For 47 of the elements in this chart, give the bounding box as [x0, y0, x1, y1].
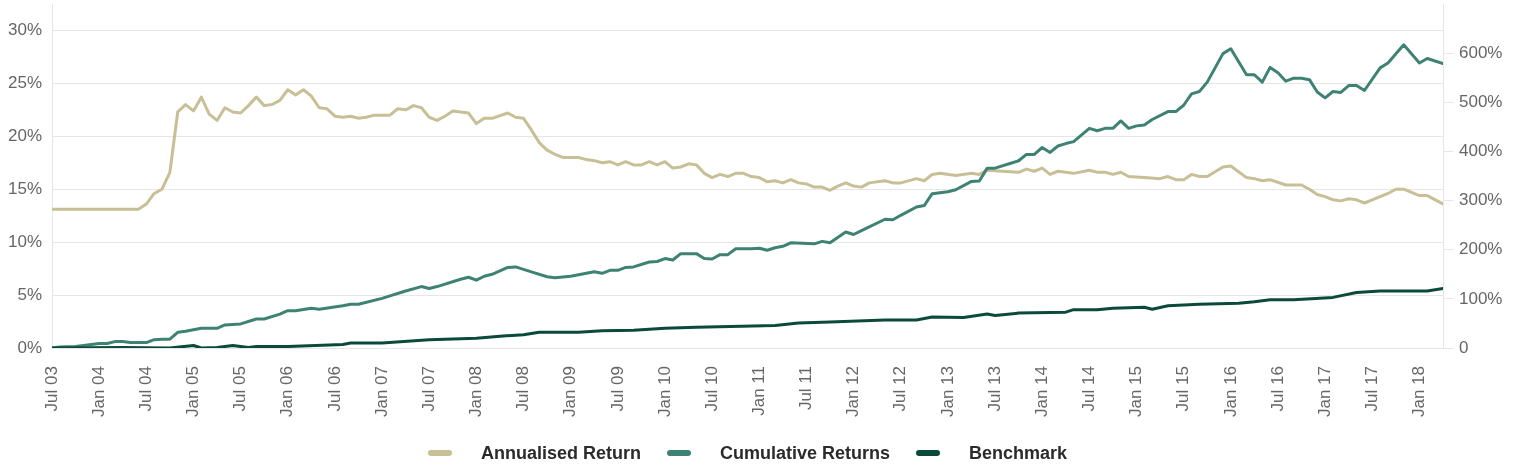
x-tick-label: Jan 08 [466, 366, 486, 418]
x-tick-label: Jul 05 [230, 366, 250, 412]
x-tick-label: Jul 09 [607, 366, 627, 412]
x-tick-label: Jul 08 [513, 366, 533, 412]
legend-label: Annualised Return [480, 442, 641, 464]
x-tick-label: Jan 10 [654, 366, 674, 418]
y-tick-label: 15% [7, 178, 42, 198]
y-tick-label: 0% [17, 337, 42, 357]
x-tick-label: Jan 15 [1126, 366, 1146, 418]
y2-tick-label: 300% [1459, 190, 1503, 210]
y2-tick-label: 0 [1459, 337, 1469, 357]
x-tick-label: Jul 17 [1361, 366, 1381, 412]
legend-label: Benchmark [969, 442, 1068, 464]
y2-tick-label: 600% [1459, 42, 1503, 62]
x-tick-label: Jul 07 [418, 366, 438, 412]
x-tick-label: Jan 13 [937, 366, 957, 418]
x-tick-label: Jul 14 [1079, 366, 1099, 412]
x-tick-label: Jan 18 [1409, 366, 1429, 418]
x-tick-label: Jul 15 [1173, 366, 1193, 412]
x-tick-label: Jan 07 [371, 366, 391, 418]
x-tick-label: Jul 12 [890, 366, 910, 412]
y2-tick-label: 400% [1459, 141, 1503, 161]
x-tick-label: Jul 10 [701, 366, 721, 412]
x-tick-label: Jul 16 [1267, 366, 1287, 412]
x-tick-label: Jan 05 [183, 366, 203, 418]
x-tick-label: Jul 03 [41, 366, 61, 412]
y-tick-label: 20% [7, 126, 42, 145]
y2-tick-label: 200% [1459, 239, 1503, 259]
y-tick-label: 30% [7, 20, 42, 40]
x-tick-label: Jul 11 [796, 366, 816, 411]
x-tick-label: Jan 17 [1314, 366, 1334, 418]
y2-tick-label: 100% [1459, 288, 1503, 308]
x-tick-label: Jan 12 [843, 366, 863, 418]
legend-label: Cumulative Returns [719, 442, 890, 464]
y2-tick-label: 500% [1459, 91, 1503, 111]
x-tick-label: Jan 04 [88, 366, 108, 418]
y-tick-label: 5% [17, 284, 42, 304]
x-tick-label: Jan 14 [1031, 366, 1051, 418]
x-tick-label: Jan 06 [277, 366, 297, 418]
x-tick-label: Jul 04 [135, 366, 155, 412]
x-tick-label: Jan 11 [748, 366, 768, 416]
x-tick-label: Jan 16 [1220, 366, 1240, 418]
y-tick-label: 10% [7, 231, 42, 251]
x-tick-label: Jan 09 [560, 366, 580, 418]
x-tick-label: Jul 13 [984, 366, 1004, 412]
y-tick-label: 25% [7, 73, 42, 93]
x-tick-label: Jul 06 [324, 366, 344, 412]
